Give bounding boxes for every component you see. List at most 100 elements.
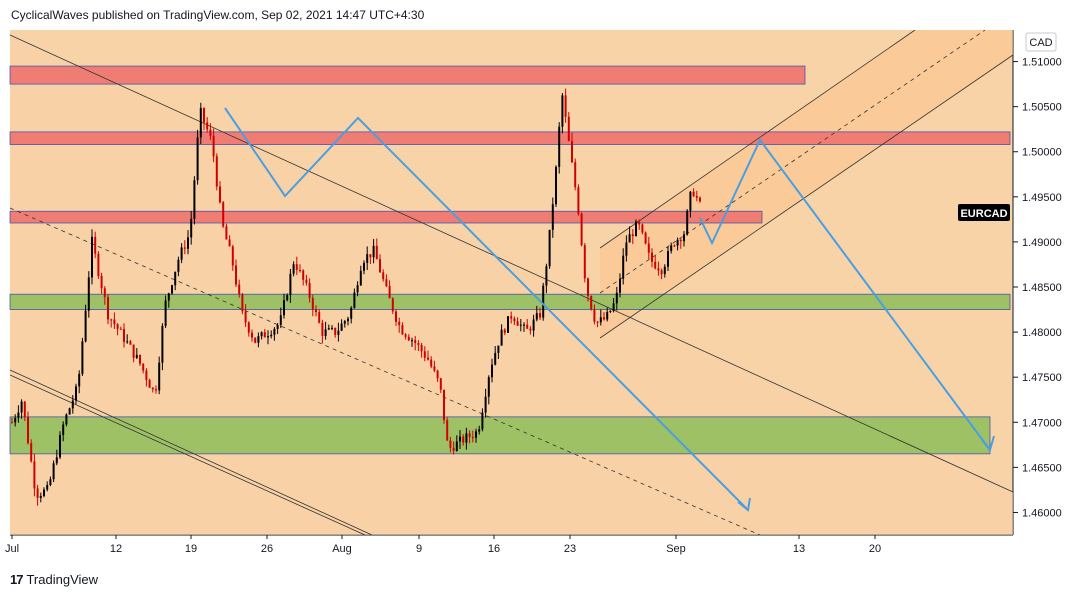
candle-body (388, 286, 391, 299)
candle-body (503, 329, 506, 333)
price-chart[interactable]: 1.51000 1.50500 1.50000 1.49500 1.49000 1.485… (0, 29, 1079, 570)
candle-body (615, 292, 618, 304)
y-tick-label: 1.46000 (1022, 507, 1062, 519)
candle-body (619, 278, 621, 293)
tradingview-logo-icon: 17 (10, 572, 24, 587)
x-tick-label: 13 (793, 543, 805, 555)
candle-body (366, 254, 369, 263)
candle-body (14, 417, 17, 423)
candle-body (500, 329, 503, 346)
candle-body (372, 245, 375, 258)
candle-body (75, 386, 77, 401)
y-tick-label: 1.51000 (1022, 57, 1062, 69)
candle-body (606, 311, 609, 320)
candle-body (126, 341, 129, 343)
candle-body (212, 135, 215, 157)
candle-body (334, 327, 337, 335)
candle-body (84, 310, 87, 342)
candle-body (251, 332, 253, 338)
candle-body (270, 334, 273, 337)
candle-body (382, 272, 385, 280)
candle-body (254, 337, 257, 343)
candle-body (311, 297, 314, 310)
candle-body (30, 443, 33, 462)
candle-body (347, 318, 349, 322)
candle-body (196, 137, 199, 181)
projection-arrowhead-2 (981, 435, 995, 453)
candle-body (686, 210, 689, 235)
candle-body (401, 325, 404, 335)
currency-box[interactable] (1025, 32, 1057, 52)
candle-body (484, 396, 487, 413)
y-tick-label: 1.50000 (1022, 147, 1062, 159)
y-tick-label: 1.49000 (1022, 237, 1062, 249)
candle-body (33, 461, 36, 489)
candle-body (564, 95, 567, 117)
candle-body (231, 246, 234, 266)
candle-body (244, 311, 247, 323)
channel-midline (599, 29, 986, 294)
candle-body (510, 316, 513, 319)
candle-body (129, 341, 132, 345)
candle-body (635, 221, 637, 237)
candle-body (398, 321, 401, 326)
candle-body (532, 319, 535, 331)
x-tick-label: 19 (185, 543, 197, 555)
candle-body (596, 321, 599, 323)
candle-body (315, 309, 317, 313)
channel-upper-line (599, 29, 916, 249)
candle-body (379, 259, 381, 273)
candle-body (155, 389, 157, 391)
candle-body (587, 278, 589, 296)
candle-body (651, 252, 653, 262)
candle-body (91, 236, 93, 278)
candle-body (43, 489, 45, 496)
candle-body (238, 284, 241, 295)
candle-body (46, 484, 49, 490)
candle-body (299, 269, 301, 271)
candle-body (481, 412, 484, 430)
candle-body (321, 322, 324, 336)
candle-body (119, 328, 122, 330)
projection-path-wave (699, 138, 991, 451)
candle-body (180, 247, 183, 260)
resistance-zone (9, 65, 806, 85)
projection-arrowhead-1 (737, 497, 751, 512)
x-tick-label: 9 (416, 543, 422, 555)
candle-body (219, 186, 221, 203)
candle-body (209, 129, 212, 136)
candle-body (667, 251, 669, 267)
candle-body (670, 245, 673, 252)
candle-body (414, 340, 417, 344)
candle-body (628, 234, 631, 243)
candle-body (110, 319, 113, 321)
resistance-zone (9, 210, 763, 224)
candle-body (577, 187, 580, 214)
candle-body (199, 107, 202, 138)
chart-canvas[interactable]: 1.51000 1.50500 1.50000 1.49500 1.49000 1.485… (0, 29, 1079, 570)
publisher-line: CyclicalWaves published on TradingView.c… (11, 8, 425, 22)
candle-body (20, 401, 23, 413)
candle-body (228, 239, 231, 247)
candle-body (286, 295, 289, 301)
lower-trendline-a (9, 369, 373, 536)
symbol-badge-text: EURCAD (960, 208, 1007, 220)
x-tick-label: 20 (869, 543, 881, 555)
candle-body (644, 232, 647, 244)
candle-body (145, 370, 148, 381)
candle-body (225, 226, 228, 240)
candle-body (247, 322, 250, 333)
candle-body (87, 277, 90, 311)
candle-body (167, 293, 170, 301)
candle-body (657, 268, 660, 271)
candle-body (519, 324, 522, 326)
candle-body (631, 234, 634, 237)
x-tick-label: 12 (110, 543, 122, 555)
candle-body (430, 359, 433, 367)
lower-trendline-b (9, 374, 366, 536)
candle-body (283, 300, 285, 316)
candle-body (65, 414, 68, 425)
candle-body (135, 354, 138, 358)
projection-path-down (224, 107, 749, 511)
candle-body (507, 316, 509, 333)
